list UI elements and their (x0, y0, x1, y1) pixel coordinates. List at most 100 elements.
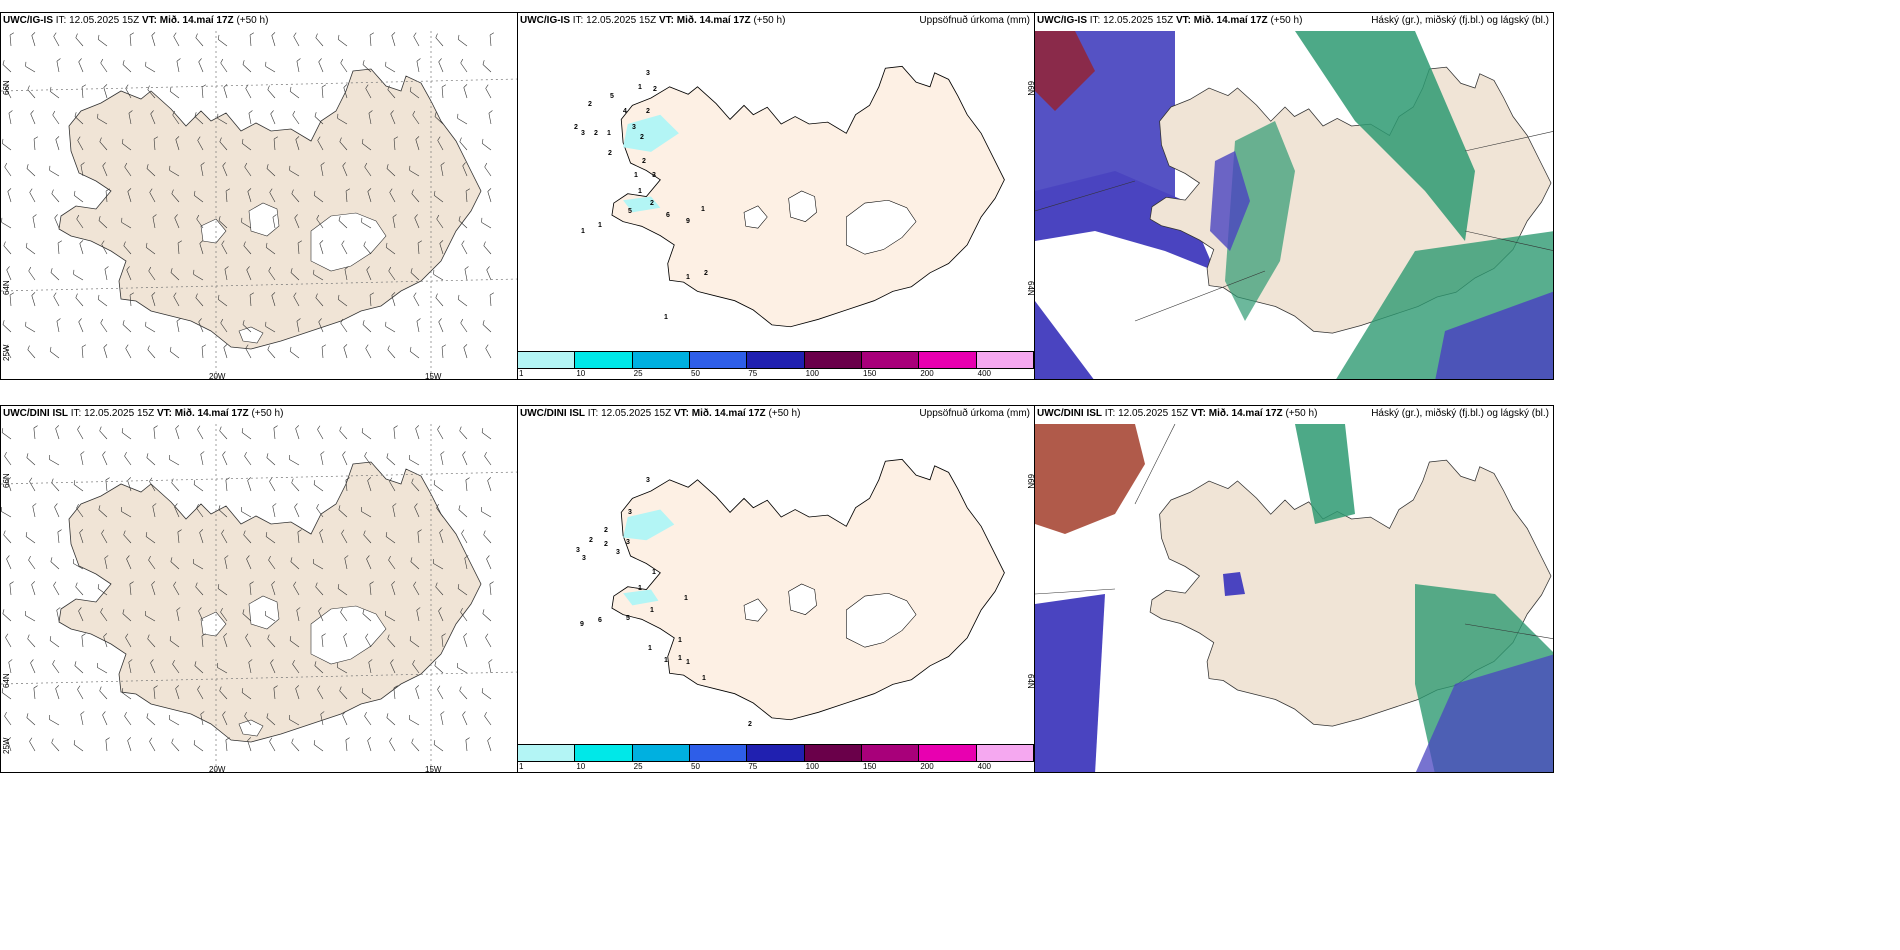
wind-barb (29, 737, 36, 752)
wind-barb (368, 110, 373, 125)
wind-barb (197, 425, 204, 440)
wind-barb (219, 686, 228, 700)
wind-barb (297, 240, 303, 255)
wind-barb (147, 634, 156, 648)
cloud-map (1035, 31, 1553, 379)
wind-barb (200, 451, 205, 466)
wind-barb (438, 318, 444, 333)
wind-barb (489, 581, 494, 596)
wind-barb (342, 451, 348, 466)
precip-value-label: 2 (646, 108, 650, 115)
wind-barb (149, 737, 156, 752)
wind-barb (152, 503, 157, 518)
wind-barb (79, 529, 84, 544)
wind-barb (483, 241, 492, 255)
wind-barb (223, 344, 228, 359)
wind-barb (169, 165, 180, 177)
panel-header: UWC/IG-IS IT: 12.05.2025 15Z VT: Mið. 14… (1037, 15, 1302, 26)
wind-barb (248, 110, 253, 125)
wind-barb (73, 269, 84, 281)
wind-barb (413, 581, 420, 596)
wind-barb (385, 532, 396, 544)
wind-barb (193, 480, 204, 492)
wind-barb (246, 266, 252, 281)
wind-barb (269, 737, 276, 752)
wind-barb (461, 529, 468, 544)
colorbar-tick-label: 75 (748, 762, 758, 771)
wind-barb (246, 555, 252, 570)
precip-value-label: 3 (646, 477, 650, 484)
wind-barb (78, 58, 84, 73)
wind-barb (151, 32, 156, 47)
model-name: UWC/IG-IS (3, 15, 53, 26)
colorbar-tick-label: 200 (920, 369, 934, 378)
precip-value-label: 5 (610, 93, 614, 100)
wind-barb (488, 659, 493, 674)
wind-barb (343, 344, 348, 359)
wind-barb (433, 480, 444, 492)
wind-barb (104, 266, 109, 281)
wind-barb (364, 162, 372, 177)
wind-barb (217, 113, 228, 125)
wind-barb (362, 60, 372, 73)
precip-value-label: 3 (581, 130, 585, 137)
wind-barb (389, 737, 396, 752)
colorbar-tick-label: 400 (977, 369, 992, 378)
wind-barb (244, 451, 252, 466)
wind-barb (313, 559, 324, 570)
wind-barb (319, 240, 324, 255)
wind-barb (125, 344, 132, 359)
wind-barb (314, 112, 324, 125)
wind-barb (292, 110, 300, 125)
wind-barb (123, 241, 132, 255)
wind-barb (417, 529, 422, 544)
wind-barb (393, 685, 398, 700)
wind-barb (337, 584, 348, 596)
precip-value-label: 3 (646, 70, 650, 77)
wind-barb (220, 607, 228, 622)
wind-barb (296, 318, 301, 333)
wind-barb (224, 555, 229, 570)
panel-title: Háský (gr.), miðský (fj.bl.) og lágský (… (1371, 408, 1549, 419)
precip-value-label: 2 (574, 124, 578, 131)
wind-barb (199, 529, 204, 544)
wind-barb (121, 688, 132, 700)
wind-barb (103, 633, 108, 648)
wind-barb (148, 555, 156, 570)
wind-barb (338, 505, 348, 518)
wind-barb (28, 266, 36, 281)
wind-barb (128, 659, 133, 674)
wind-barb (200, 162, 205, 177)
precip-value-label: 1 (638, 188, 642, 195)
precip-value-label: 2 (650, 200, 654, 207)
wind-barb (198, 318, 204, 333)
model-name: UWC/DINI ISL (1037, 408, 1102, 419)
precip-value-label: 2 (589, 537, 593, 544)
wind-barb (145, 242, 156, 255)
wind-barb (457, 113, 468, 125)
precip-map-panel-row2: UWC/DINI ISL IT: 12.05.2025 15Z VT: Mið.… (517, 405, 1035, 773)
wind-barb (219, 426, 228, 440)
wind-barb (124, 451, 132, 466)
precip-value-label: 1 (638, 585, 642, 592)
wind-barb (459, 137, 468, 151)
wind-barb (169, 715, 180, 726)
wind-barb (147, 345, 156, 359)
wind-barb (271, 292, 276, 307)
wind-barb (293, 292, 300, 307)
wind-barb (169, 636, 180, 648)
cloud-map (1035, 424, 1553, 772)
wind-barb (343, 84, 348, 99)
precip-value-label: 3 (652, 172, 656, 179)
colorbar-tick-label: 100 (805, 762, 820, 771)
wind-barb (1, 138, 12, 151)
wind-barb (297, 529, 302, 544)
wind-barb (150, 110, 156, 125)
wind-barb (363, 241, 372, 255)
wind-barb (271, 581, 276, 596)
wind-barb (103, 344, 108, 359)
colorbar-swatch (632, 352, 690, 368)
wind-barb (270, 110, 276, 125)
wind-barb (392, 503, 397, 518)
